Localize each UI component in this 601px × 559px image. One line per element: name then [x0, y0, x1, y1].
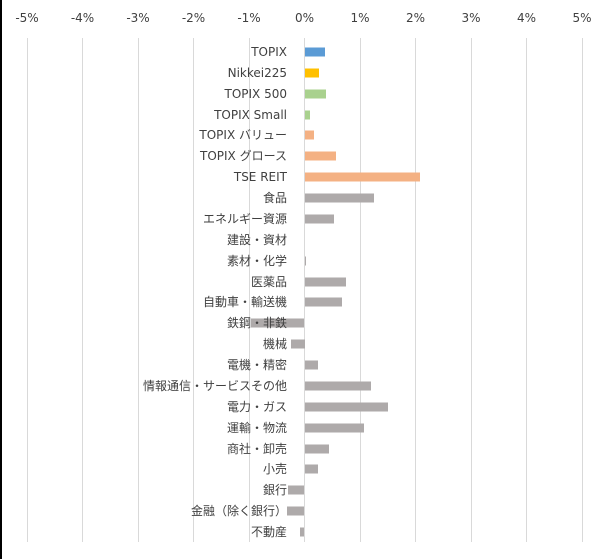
bar	[304, 277, 346, 287]
bar	[290, 339, 305, 349]
bar	[304, 360, 319, 370]
category-label: TOPIX	[251, 45, 287, 59]
category-label: 食品	[262, 191, 287, 206]
category-label: 建設・資材	[226, 232, 287, 247]
x-tick-label: 5%	[572, 11, 592, 25]
category-label: TOPIX Small	[214, 107, 287, 122]
category-label: TOPIX バリュー	[199, 128, 287, 143]
category-label: 銀行	[262, 483, 287, 498]
x-tick-label: 2%	[405, 11, 426, 25]
category-label: 小売	[262, 462, 287, 477]
bar	[304, 256, 306, 266]
category-label: 情報通信・サービスその他	[142, 378, 287, 393]
category-label: 運輸・物流	[226, 420, 287, 435]
gridline	[82, 38, 83, 542]
bar	[304, 297, 342, 307]
category-label: TOPIX 500	[224, 86, 288, 101]
bar	[304, 381, 371, 391]
category-label: 商社・卸売	[226, 441, 287, 456]
bar	[304, 47, 326, 57]
category-label: TOPIX グロース	[200, 149, 287, 164]
x-tick-label: -1%	[237, 11, 261, 25]
category-label: 不動産	[250, 525, 287, 539]
gridline	[470, 38, 472, 542]
bar	[304, 130, 314, 140]
bar	[304, 214, 334, 224]
gridline	[304, 38, 305, 542]
gridline	[137, 38, 139, 542]
bar	[304, 151, 337, 161]
x-tick-label: -3%	[126, 11, 150, 25]
category-label: 素材・化学	[226, 253, 287, 268]
bar	[286, 506, 305, 516]
bar	[304, 444, 330, 454]
category-label: 電力・ガス	[226, 399, 287, 414]
bar	[304, 172, 420, 182]
gridline	[526, 38, 527, 542]
category-label: 鉄鋼・非鉄	[226, 316, 287, 331]
x-tick-label: 3%	[461, 11, 481, 25]
bar	[304, 193, 375, 203]
x-tick-label: 0%	[294, 11, 315, 25]
gridline	[193, 38, 194, 542]
gridline	[26, 38, 28, 542]
category-label: TSE REIT	[233, 170, 287, 185]
bar	[287, 485, 305, 495]
x-tick-label: -2%	[181, 11, 206, 25]
category-label: 電機・精密	[226, 358, 287, 373]
bar	[304, 68, 319, 78]
category-label: エネルギー資源	[202, 211, 287, 226]
bar	[304, 110, 311, 120]
category-label: 機械	[262, 337, 287, 352]
bar	[304, 423, 365, 433]
category-label: 金融（除く銀行）	[190, 504, 287, 519]
x-tick-label: -5%	[15, 11, 39, 25]
x-tick-label: -4%	[70, 11, 95, 25]
bar	[304, 402, 388, 412]
bar	[250, 318, 305, 328]
gridline	[248, 38, 250, 542]
x-tick-label: 4%	[516, 11, 537, 25]
bar	[304, 464, 318, 474]
bar	[304, 89, 327, 99]
category-label: Nikkei225	[227, 65, 287, 80]
gridline	[415, 38, 416, 542]
gridline	[581, 38, 583, 542]
gridline	[359, 38, 361, 542]
category-label: 医薬品	[250, 274, 287, 289]
bar	[299, 527, 305, 537]
x-tick-label: 1%	[350, 11, 370, 25]
category-label: 自動車・輸送機	[202, 295, 287, 310]
